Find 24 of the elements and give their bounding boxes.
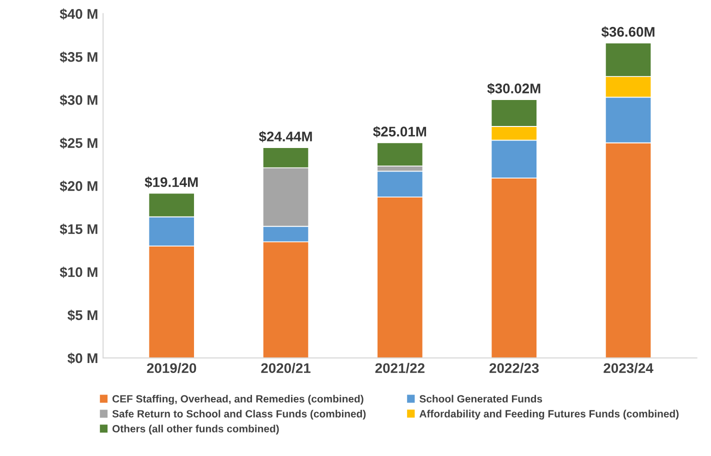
y-tick-label: $5 M: [68, 310, 98, 321]
x-tick-label: 2019/20: [146, 362, 196, 374]
y-tick-label: $25 M: [60, 138, 98, 149]
total-label: $30.02M: [487, 82, 540, 94]
legend-label: Others (all other funds combined): [112, 424, 279, 434]
x-tick-label: 2023/24: [604, 362, 654, 374]
y-tick-label: $0 M: [68, 352, 98, 364]
legend-label: Safe Return to School and Class Funds (combined): [112, 410, 366, 420]
total-label: $25.01M: [373, 126, 426, 138]
total-label: $24.44M: [258, 130, 312, 142]
total-label: $36.60M: [601, 26, 654, 38]
y-tick-label: $35 M: [60, 51, 98, 63]
legend-label: School Generated Funds: [420, 394, 542, 403]
x-tick-label: 2021/22: [375, 362, 424, 374]
y-tick-label: $40 M: [60, 8, 98, 20]
y-tick-label: $20 M: [60, 180, 98, 192]
y-tick-label: $10 M: [60, 266, 98, 278]
total-label: $19.14M: [144, 176, 198, 188]
y-tick-label: $30 M: [60, 94, 98, 106]
legend-label: Affordability and Feeding Futures Funds (combined): [419, 410, 679, 420]
x-tick-label: 2022/23: [489, 362, 539, 374]
x-tick-label: 2020/21: [261, 362, 310, 374]
y-tick-label: $15 M: [60, 224, 98, 235]
legend-label: CEF Staffing, Overhead, and Remedies (combined): [112, 394, 364, 405]
